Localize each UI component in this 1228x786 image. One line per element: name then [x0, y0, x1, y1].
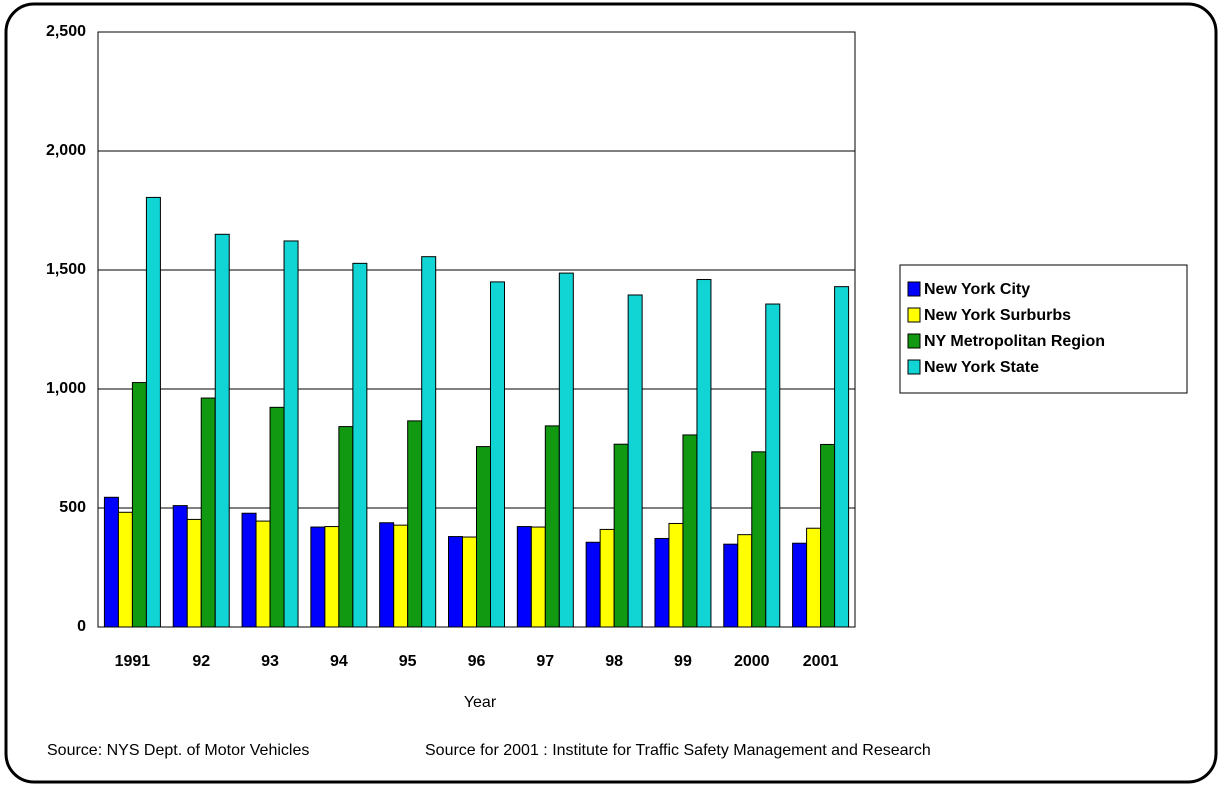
x-tick-label: 2001 — [803, 653, 839, 670]
bar — [214, 233, 230, 628]
bar — [117, 511, 133, 628]
bar — [820, 443, 836, 628]
legend — [899, 264, 1188, 394]
bar — [654, 537, 670, 628]
bar — [200, 397, 216, 628]
bar — [599, 528, 615, 628]
bar — [241, 512, 257, 628]
bar — [352, 262, 368, 628]
bar — [696, 279, 712, 628]
source-note: Source: NYS Dept. of Motor Vehicles — [47, 742, 309, 759]
y-tick-label: 500 — [59, 499, 86, 516]
bar — [558, 272, 574, 628]
y-tick-label: 2,500 — [46, 23, 86, 40]
bar — [379, 522, 395, 628]
bar — [792, 542, 808, 628]
bar — [516, 526, 532, 628]
bar — [310, 526, 326, 628]
bar — [186, 518, 202, 628]
legend-label: New York State — [924, 359, 1039, 376]
bar — [544, 425, 560, 628]
bar — [103, 496, 119, 628]
x-tick-label: 95 — [399, 653, 417, 670]
legend-swatch — [907, 359, 921, 375]
bar — [806, 527, 822, 628]
bar — [737, 534, 753, 628]
bar — [338, 426, 354, 628]
bar — [751, 451, 767, 628]
bar — [613, 443, 629, 628]
legend-label: New York City — [924, 281, 1030, 298]
legend-swatch — [907, 281, 921, 297]
source-note: Source for 2001 : Institute for Traffic … — [425, 742, 931, 759]
bar — [627, 294, 643, 628]
bar — [490, 281, 505, 628]
bar — [585, 541, 601, 628]
bar — [682, 434, 698, 628]
legend-label: New York Surburbs — [924, 307, 1071, 324]
bar — [476, 446, 491, 628]
legend-swatch — [907, 307, 921, 323]
bar — [172, 505, 188, 628]
bar — [269, 406, 285, 628]
bar — [765, 303, 781, 628]
y-tick-label: 0 — [77, 618, 86, 635]
bar — [448, 536, 463, 628]
legend-label: NY Metropolitan Region — [924, 333, 1105, 350]
bar — [530, 526, 546, 628]
bar — [462, 536, 477, 628]
x-tick-label: 92 — [192, 653, 210, 670]
bar — [324, 526, 340, 628]
y-tick-label: 2,000 — [46, 142, 86, 159]
bar — [393, 524, 409, 628]
bar — [255, 520, 271, 628]
x-tick-label: 1991 — [115, 653, 151, 670]
legend-swatch — [907, 333, 921, 349]
x-axis-label: Year — [464, 694, 497, 711]
bar — [131, 382, 147, 628]
x-tick-label: 99 — [674, 653, 692, 670]
y-tick-label: 1,000 — [46, 380, 86, 397]
x-tick-label: 97 — [536, 653, 554, 670]
bar — [668, 522, 684, 628]
bar — [834, 286, 850, 628]
bar — [145, 196, 161, 628]
y-tick-label: 1,500 — [46, 261, 86, 278]
bar — [407, 420, 423, 628]
bar — [421, 256, 437, 628]
x-tick-label: 96 — [468, 653, 486, 670]
x-tick-label: 93 — [261, 653, 279, 670]
bar — [723, 543, 739, 628]
x-tick-label: 94 — [330, 653, 348, 670]
x-tick-label: 2000 — [734, 653, 770, 670]
bar — [283, 240, 299, 628]
x-tick-label: 98 — [605, 653, 623, 670]
